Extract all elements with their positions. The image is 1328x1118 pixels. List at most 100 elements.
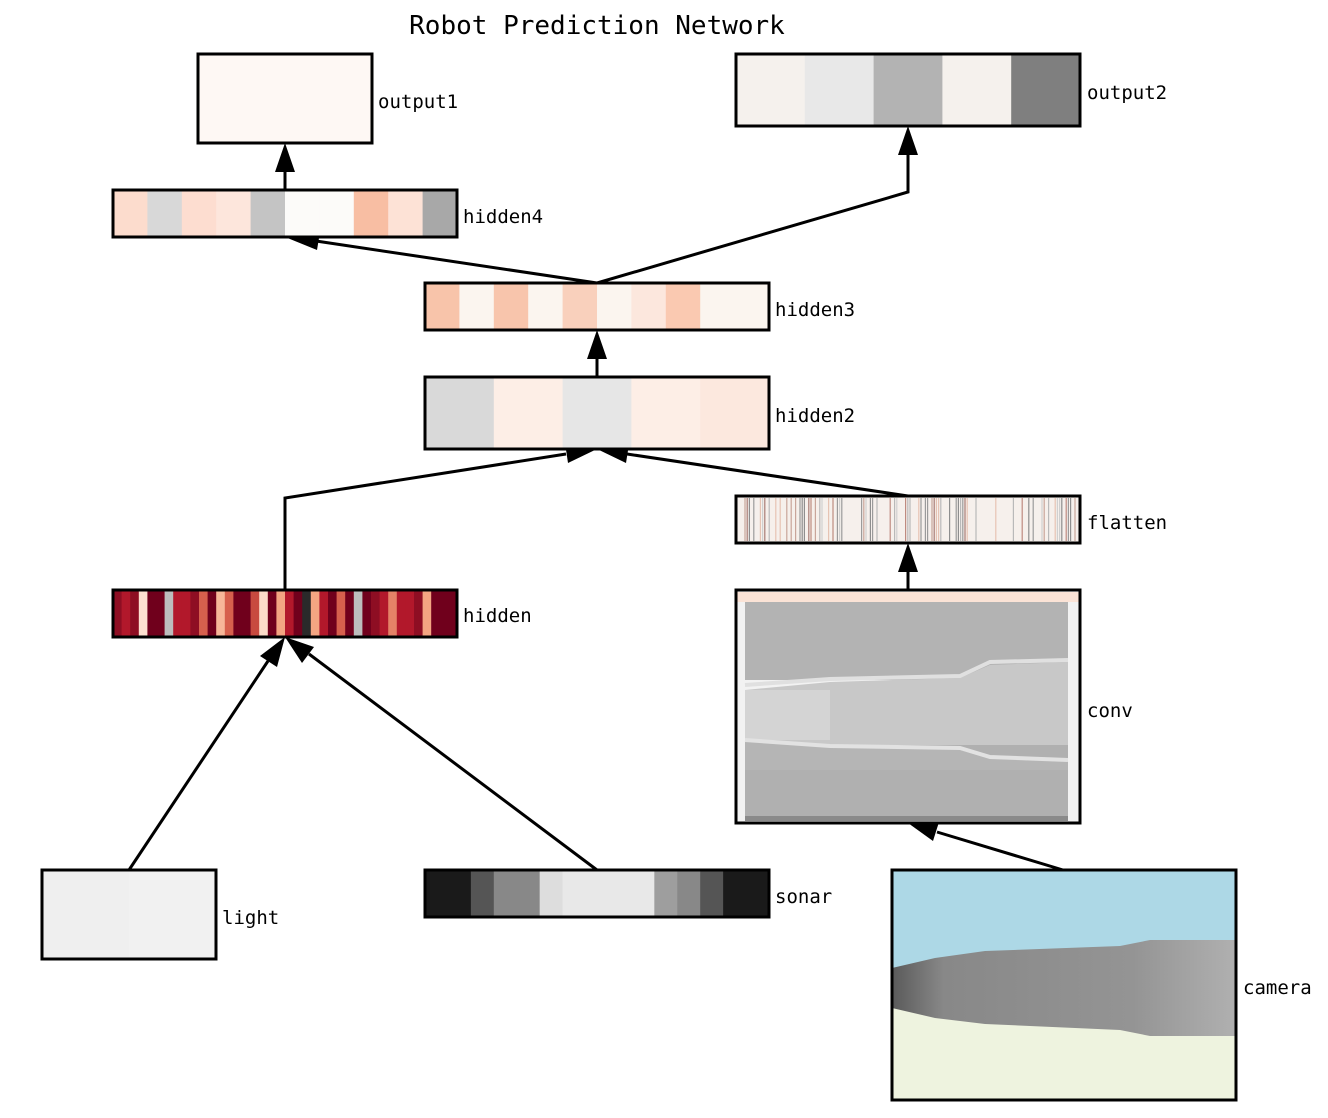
flatten-stripe: [814, 498, 816, 541]
output2-cell: [873, 54, 943, 126]
edge-hidden3-hidden4: [315, 239, 598, 285]
sonar-cell: [700, 870, 724, 917]
flatten-stripe: [1032, 498, 1034, 541]
hidden-cell: [250, 590, 260, 637]
sonar-cell: [516, 870, 541, 917]
flatten-stripe: [1048, 498, 1050, 541]
flatten-stripe: [775, 498, 777, 541]
hidden-cell: [405, 590, 415, 637]
edge-light-hidden: [127, 660, 270, 871]
output2-cell: [1011, 54, 1081, 126]
hidden-cell: [164, 590, 174, 637]
hidden-cell: [156, 590, 166, 637]
flatten-stripe: [861, 498, 863, 541]
hidden-cell: [302, 590, 312, 637]
light-frame: [40, 868, 218, 961]
hidden-cell: [439, 590, 449, 637]
hidden-cell: [216, 590, 226, 637]
flatten-stripe: [955, 498, 957, 541]
arrowhead-flatten: [898, 543, 918, 572]
layer-output2: output2: [734, 52, 1167, 128]
sonar-cell: [746, 870, 770, 917]
layer-hidden3: hidden3: [423, 281, 855, 332]
flatten-stripe: [938, 498, 940, 541]
flatten-stripe: [1061, 498, 1063, 541]
hidden-frame: [111, 588, 459, 639]
flatten-frame: [734, 494, 1082, 545]
flatten-stripe: [876, 498, 878, 541]
hidden-cell: [336, 590, 346, 637]
arrowhead-conv: [908, 822, 939, 841]
flatten-stripe: [918, 498, 920, 541]
output1-label: output1: [378, 91, 458, 113]
layer-light: light: [40, 868, 279, 961]
sonar-cell: [539, 870, 564, 917]
flatten-stripe: [896, 498, 898, 541]
layer-sonar: sonar: [423, 868, 832, 919]
hidden-cell: [207, 590, 217, 637]
arrowhead-output2: [898, 126, 918, 155]
hidden3-cell: [459, 283, 495, 330]
hidden2-cell: [562, 377, 632, 449]
flatten-stripe: [1067, 498, 1069, 541]
flatten-stripe: [1012, 498, 1014, 541]
hidden3-cell: [734, 283, 770, 330]
layer-hidden4: hidden4: [111, 188, 543, 239]
flatten-stripe: [799, 498, 801, 541]
flatten-stripe: [933, 498, 935, 541]
hidden-cell: [130, 590, 140, 637]
hidden-cell: [113, 590, 123, 637]
hidden-cell: [448, 590, 458, 637]
hidden2-cells: [425, 377, 770, 449]
flatten-stripe: [975, 498, 977, 541]
conv-frame: [734, 588, 1082, 825]
conv-edge-line-bottom: [744, 738, 1069, 762]
flatten-stripe: [768, 498, 770, 541]
sonar-cell: [654, 870, 678, 917]
flatten-stripe: [1056, 498, 1058, 541]
flatten-stripe: [907, 498, 909, 541]
flatten-label: flatten: [1087, 512, 1167, 534]
hidden-cell: [259, 590, 269, 637]
output2-cells: [736, 54, 1081, 126]
flatten-stripe: [746, 498, 748, 541]
flatten-stripe: [1074, 498, 1076, 541]
flatten-stripe: [889, 498, 891, 541]
edge-hidden-hidden2: [283, 452, 567, 590]
flatten-stripe: [931, 498, 933, 541]
flatten-stripe: [869, 498, 871, 541]
hidden3-cell: [562, 283, 598, 330]
layer-output1: output1: [196, 52, 458, 145]
flatten-stripe: [863, 498, 865, 541]
flatten-stripe: [1065, 498, 1067, 541]
hidden4-cell: [422, 190, 458, 237]
sonar-label: sonar: [775, 886, 832, 908]
hidden4-cell: [181, 190, 217, 237]
sonar-frame: [423, 868, 771, 919]
hidden3-cell: [665, 283, 701, 330]
hidden2-frame: [423, 375, 771, 451]
hidden-cell: [147, 590, 157, 637]
hidden4-label: hidden4: [463, 206, 543, 228]
flatten-stripe: [836, 498, 838, 541]
conv-left-light: [745, 690, 830, 740]
hidden-cell: [414, 590, 424, 637]
hidden-cell: [242, 590, 252, 637]
flatten-stripe: [744, 498, 746, 541]
sonar-cell: [447, 870, 472, 917]
flatten-stripe: [935, 498, 937, 541]
hidden-cell: [276, 590, 286, 637]
flatten-stripe: [920, 498, 922, 541]
edge-flatten-hidden2: [626, 452, 909, 498]
flatten-stripe: [762, 498, 764, 541]
edge-hidden3-output2: [596, 155, 910, 285]
flatten-stripe: [905, 498, 907, 541]
flatten-stripe: [1059, 498, 1061, 541]
flatten-stripe: [960, 498, 962, 541]
layer-hidden2: hidden2: [423, 375, 855, 451]
hidden2-cell: [493, 377, 564, 449]
sonar-cells: [425, 870, 770, 917]
hidden-label: hidden: [463, 605, 532, 627]
sonar-cell: [723, 870, 747, 917]
camera-frame: [890, 868, 1238, 1102]
